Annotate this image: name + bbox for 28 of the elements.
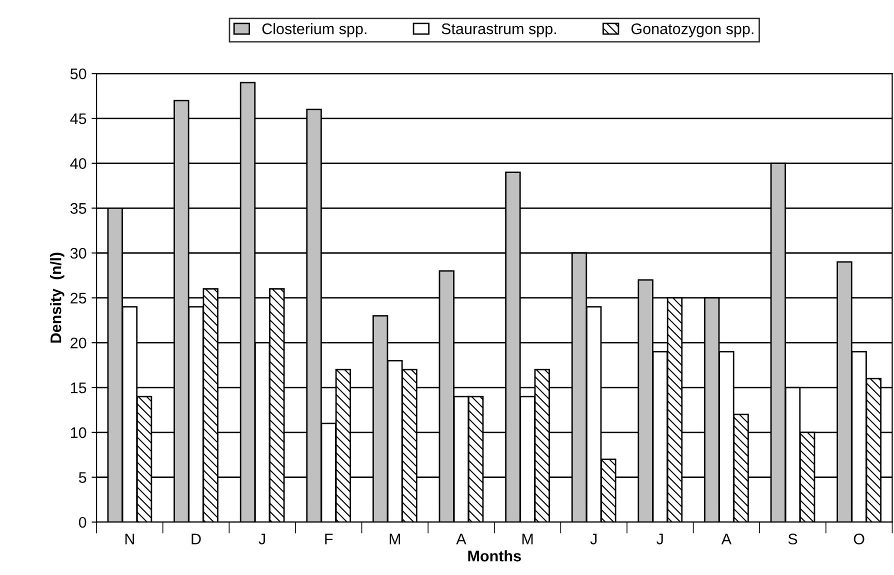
legend-label: Closterium spp. [262, 23, 366, 38]
x-tick-label: J [258, 534, 265, 544]
x-tick-label: O [854, 534, 864, 544]
y-tick-label: 0 [78, 516, 86, 528]
x-tick-label: M [390, 534, 400, 544]
y-tick-label: 40 [70, 158, 86, 169]
y-tick-label: 50 [70, 68, 86, 80]
x-tick-label: D [192, 534, 201, 544]
y-tick-label: 25 [70, 292, 86, 304]
x-tick-label: J [590, 534, 597, 544]
legend-label: Gonatozygon spp. [631, 23, 754, 38]
x-tick-label: J [656, 534, 663, 544]
y-tick-label: 30 [70, 248, 86, 259]
x-tick-label: M [522, 534, 533, 544]
x-tick-label: S [788, 534, 798, 544]
y-axis-title: Density (n/l) [50, 252, 64, 343]
y-tick-label: 10 [71, 427, 86, 438]
y-tick-label: 15 [71, 382, 86, 394]
x-tick-label: F [325, 534, 333, 544]
y-tick-label: 35 [70, 203, 86, 214]
legend-label: Staurastrum spp. [442, 23, 556, 38]
x-axis-title: Months [468, 550, 521, 562]
y-tick-label: 45 [70, 113, 86, 124]
x-tick-label: A [721, 534, 732, 544]
y-tick-label: 20 [70, 338, 86, 348]
y-tick-label: 5 [78, 472, 86, 483]
x-tick-label: A [456, 534, 466, 544]
x-tick-label: N [125, 534, 134, 544]
